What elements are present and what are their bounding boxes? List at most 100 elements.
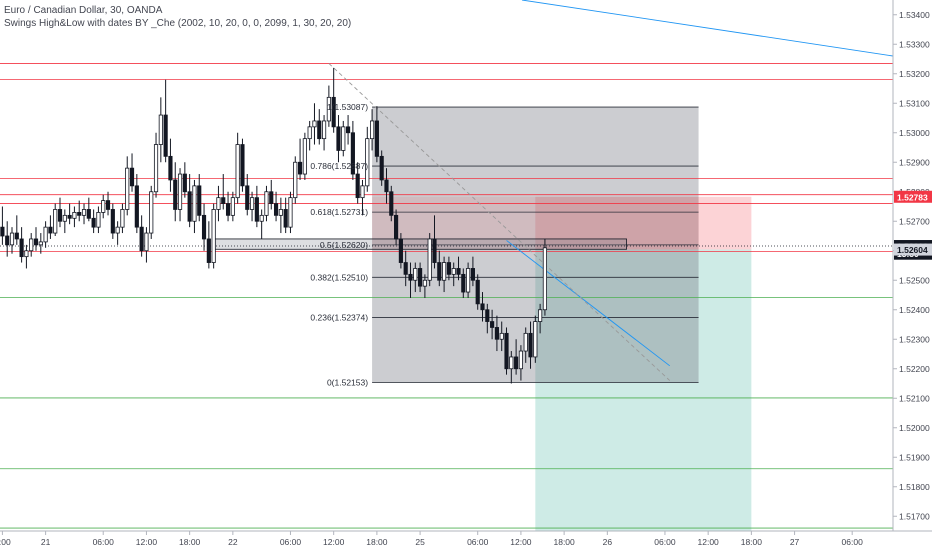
time-tick-label: 06:00	[93, 537, 115, 547]
candle	[125, 156, 130, 216]
candle-body	[153, 144, 159, 193]
candle	[485, 303, 490, 334]
candle	[442, 256, 447, 293]
candle	[456, 256, 461, 281]
candle	[177, 168, 183, 222]
candle	[432, 215, 437, 269]
candle	[384, 168, 389, 204]
candle-body	[101, 200, 106, 213]
candle	[230, 191, 235, 222]
candle-body	[494, 327, 499, 340]
candle-body	[86, 209, 91, 219]
candle-body	[264, 191, 269, 216]
candle	[77, 200, 82, 222]
candle-body	[432, 238, 437, 263]
candle	[269, 179, 274, 210]
chart-legend: Euro / Canadian Dollar, 30, OANDA Swings…	[4, 4, 351, 30]
candle	[62, 209, 67, 234]
candle-body	[254, 197, 259, 222]
fib-level-label: 1(1.53087)	[327, 102, 368, 112]
candle	[53, 203, 58, 236]
candle	[57, 197, 63, 228]
candle	[288, 191, 293, 234]
candle-body	[398, 238, 403, 263]
candle	[523, 327, 528, 363]
candle-body	[297, 161, 303, 175]
candle	[490, 309, 495, 340]
candle-body	[389, 191, 394, 216]
candle-body	[129, 167, 135, 187]
candle-body	[230, 197, 235, 216]
candle-body	[38, 241, 43, 246]
candle-body	[509, 356, 514, 370]
candle	[211, 203, 216, 269]
candle-body	[538, 309, 543, 322]
candle-body	[355, 173, 360, 199]
candle	[283, 197, 288, 234]
candle	[24, 244, 29, 269]
candle-body	[0, 226, 5, 237]
candle	[254, 185, 259, 228]
candle	[389, 185, 394, 222]
candle	[48, 215, 53, 239]
candle	[134, 174, 139, 234]
candle-body	[5, 235, 10, 246]
candle-body	[293, 161, 298, 199]
candle-body	[206, 238, 211, 263]
candle	[216, 185, 221, 222]
candle	[9, 227, 15, 254]
candle-body	[125, 167, 130, 210]
candle-body	[466, 268, 471, 293]
candle-body	[442, 262, 447, 281]
candle-body	[216, 197, 221, 210]
candle-body	[158, 114, 163, 145]
candle	[144, 227, 149, 263]
candle	[201, 203, 207, 251]
candle-body	[312, 120, 317, 128]
candle	[475, 274, 480, 310]
candle-body	[331, 96, 336, 128]
candle-body	[490, 321, 495, 328]
candle	[379, 150, 384, 186]
candle	[403, 250, 408, 287]
candle-body	[307, 126, 312, 140]
candle-body	[288, 197, 293, 228]
candle-body	[177, 173, 183, 210]
price-tick-label: 1.52700	[899, 216, 930, 226]
candle	[360, 179, 365, 216]
candle	[158, 97, 163, 163]
price-tick-label: 1.52000	[899, 423, 930, 433]
candle-body	[480, 303, 485, 311]
candle-body	[365, 138, 370, 187]
candle-body	[427, 238, 432, 281]
candle-body	[446, 262, 451, 275]
candle-body	[437, 262, 442, 281]
candle-body	[403, 262, 408, 275]
candle	[187, 174, 192, 228]
indicator-title: Swings High&Low with dates BY _Che (2002…	[4, 18, 352, 29]
candle	[29, 233, 34, 257]
candle	[129, 153, 135, 192]
candle	[470, 256, 475, 287]
candle	[437, 250, 442, 287]
candle-body	[273, 203, 279, 216]
candle	[264, 185, 269, 222]
candle	[182, 162, 187, 198]
time-tick-label: 18:00	[741, 537, 763, 547]
candle-body	[542, 247, 548, 311]
candle	[518, 345, 523, 381]
candle	[86, 197, 91, 222]
candle-body	[470, 268, 475, 281]
candle-body	[115, 226, 120, 234]
trendline	[506, 240, 671, 367]
candle	[528, 321, 533, 369]
candle-body	[19, 238, 24, 258]
price-label-bg	[894, 190, 932, 203]
candle	[96, 206, 101, 234]
candle	[19, 227, 24, 263]
candle	[153, 132, 159, 198]
candle	[494, 315, 499, 352]
candle-body	[201, 214, 207, 240]
